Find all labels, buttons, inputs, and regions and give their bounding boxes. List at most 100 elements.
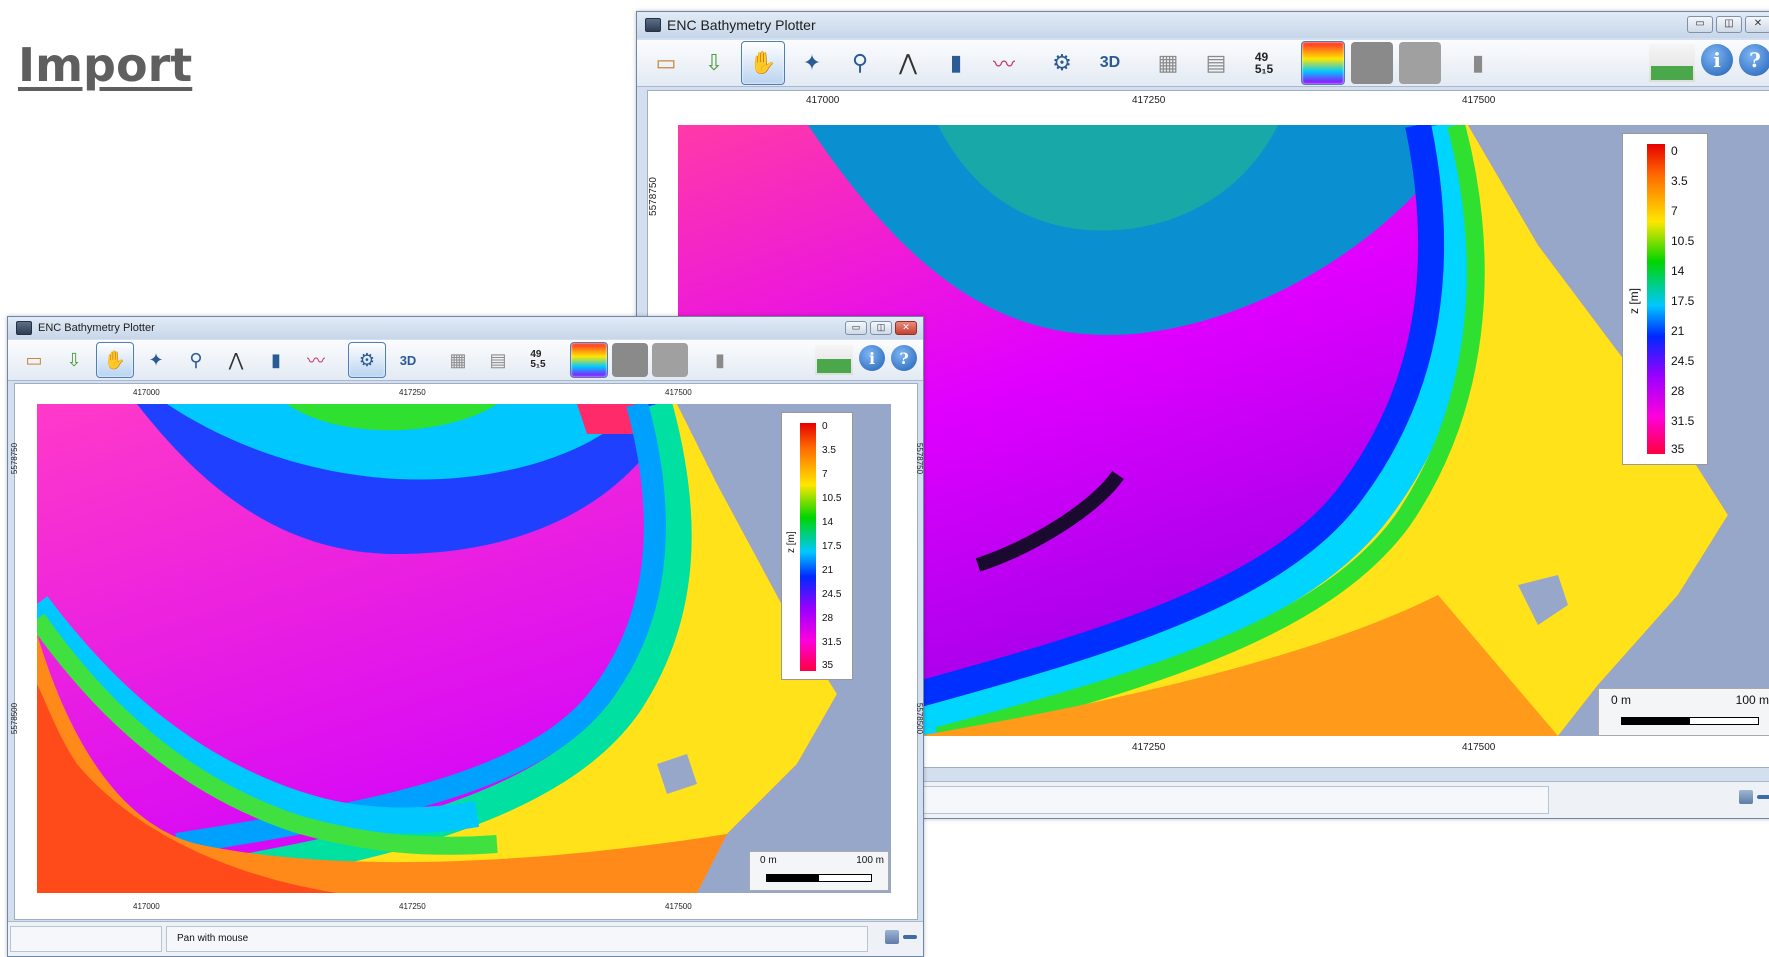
status-line-icon[interactable] (903, 935, 917, 939)
depth-numbers-icon[interactable]: 49 5₁5 (530, 349, 546, 370)
settings-gear-icon[interactable]: ⚙ (1052, 50, 1072, 75)
pan-hand-icon[interactable]: ✋ (741, 41, 785, 85)
status-grid-icon[interactable] (1739, 790, 1753, 804)
texture-icon[interactable] (652, 343, 688, 377)
legend-tick: 10.5 (822, 493, 842, 504)
legend-tick: 35 (1671, 442, 1685, 456)
depth-legend: z [m] 0 3.5 7 10.5 14 17.5 21 24.5 28 31… (1622, 133, 1708, 465)
legend-tick: 24.5 (1671, 354, 1695, 368)
histogram-icon[interactable]: ▮ (271, 349, 281, 370)
shaded-relief-icon[interactable] (612, 343, 648, 377)
legend-tick: 14 (822, 517, 834, 528)
document-layer-icon[interactable]: ▤ (489, 349, 507, 370)
depth-color-bar (1647, 144, 1665, 454)
restore-button[interactable]: ◫ (1716, 16, 1742, 33)
y-tick-left: 5578500 (10, 702, 20, 735)
status-message: Pan with mouse (166, 926, 868, 952)
help-icon[interactable]: ? (891, 345, 917, 371)
legend-tick: 14 (1671, 264, 1685, 278)
help-icon[interactable]: ? (1739, 44, 1769, 76)
legend-tick: 28 (822, 613, 834, 624)
app-icon (645, 18, 661, 32)
bathymetry-raster (678, 125, 1728, 736)
map-frame: 417000 417250 417500 5578750 5578500 557… (10, 383, 923, 920)
shaded-relief-icon[interactable] (1351, 42, 1393, 84)
color-map-icon[interactable] (570, 342, 608, 378)
y-tick-left: 5578750 (647, 177, 659, 216)
info-icon[interactable]: i (1701, 44, 1733, 76)
zoom-wand-icon[interactable]: ✦ (148, 349, 164, 370)
open-folder-icon[interactable]: ▭ (655, 50, 677, 75)
status-line-icon[interactable] (1757, 795, 1769, 799)
x-tick-top: 417250 (1132, 95, 1166, 106)
zoom-magnifier-icon[interactable]: ⚲ (189, 349, 203, 370)
legend-tick: 17.5 (822, 541, 842, 552)
scale-bar-graphic (1621, 717, 1759, 725)
scale-bar: 0 m 100 m (1598, 688, 1769, 736)
legend-tick: 10.5 (1671, 234, 1695, 248)
zoom-wand-icon[interactable]: ✦ (802, 50, 822, 75)
x-tick-top: 417500 (665, 388, 692, 397)
front-plotter-window[interactable]: ENC Bathymetry Plotter ▭ ◫ ✕ ▭ ⇩ ✋ ✦ ⚲ ⋀… (7, 316, 924, 957)
legend-tick: 21 (822, 565, 834, 576)
title-bar[interactable]: ENC Bathymetry Plotter ▭ ◫ ✕ (637, 12, 1769, 38)
open-folder-icon[interactable]: ▭ (25, 349, 43, 370)
status-cell-empty (10, 926, 162, 952)
legend-tick: 3.5 (1671, 174, 1688, 188)
grid-layer-icon[interactable]: ▦ (1157, 50, 1179, 75)
minimize-button[interactable]: ▭ (1687, 16, 1713, 33)
elevation-icon[interactable] (1649, 44, 1695, 82)
profile-icon[interactable]: 〰 (307, 351, 325, 371)
close-button[interactable]: ✕ (895, 321, 917, 335)
app-icon (16, 321, 32, 335)
y-tick-left: 5578750 (10, 442, 20, 475)
title-bar[interactable]: ENC Bathymetry Plotter ▭ ◫ ✕ (8, 317, 923, 339)
restore-button[interactable]: ◫ (870, 321, 892, 335)
depth-legend: z [m] 0 3.5 7 10.5 14 17.5 21 24.5 28 31… (781, 412, 853, 680)
legend-tick: 3.5 (822, 445, 836, 456)
blank-layer-icon[interactable]: ▮ (715, 349, 725, 370)
import-icon[interactable]: ⇩ (66, 349, 82, 370)
grid-layer-icon[interactable]: ▦ (449, 349, 467, 370)
blank-layer-icon[interactable]: ▮ (1471, 50, 1485, 75)
status-grid-icon[interactable] (885, 930, 899, 944)
depth-color-bar (800, 423, 816, 671)
legend-tick: 7 (1671, 204, 1678, 218)
texture-icon[interactable] (1399, 42, 1441, 84)
pan-hand-icon[interactable]: ✋ (96, 342, 134, 378)
elevation-icon[interactable] (815, 345, 853, 375)
minimize-button[interactable]: ▭ (845, 321, 867, 335)
x-tick-bottom: 417500 (1462, 742, 1496, 753)
x-tick-bottom: 417250 (399, 902, 426, 911)
x-tick-top: 417500 (1462, 95, 1496, 106)
settings-gear-icon[interactable]: ⚙ (348, 342, 386, 378)
bathymetry-map[interactable]: z [m] 0 3.5 7 10.5 14 17.5 21 24.5 28 31… (37, 404, 891, 893)
zoom-magnifier-icon[interactable]: ⚲ (851, 50, 869, 75)
measure-compass-icon[interactable]: ⋀ (228, 349, 244, 370)
toolbar: ▭ ⇩ ✋ ✦ ⚲ ⋀ ▮ 〰 ⚙ 3D ▦ ▤ 49 5₁5 ▮ i ? (8, 340, 923, 381)
x-tick-bottom: 417500 (665, 902, 692, 911)
legend-tick: 0 (822, 421, 828, 432)
legend-tick: 7 (822, 469, 828, 480)
y-tick-right: 5578500 (914, 702, 924, 735)
x-tick-top: 417250 (399, 388, 426, 397)
document-layer-icon[interactable]: ▤ (1205, 50, 1227, 75)
depth-numbers-icon[interactable]: 49 5₁5 (1254, 50, 1274, 76)
legend-axis-label: z [m] (1627, 288, 1641, 314)
3d-view-icon[interactable]: 3D (399, 352, 417, 368)
toolbar: ▭ ⇩ ✋ ✦ ⚲ ⋀ ▮ 〰 ⚙ 3D ▦ ▤ 49 5₁5 ▮ i ? (637, 40, 1769, 87)
histogram-icon[interactable]: ▮ (949, 50, 963, 75)
legend-tick: 28 (1671, 384, 1685, 398)
legend-tick: 24.5 (822, 589, 842, 600)
measure-compass-icon[interactable]: ⋀ (898, 50, 918, 75)
import-icon[interactable]: ⇩ (704, 50, 724, 75)
close-button[interactable]: ✕ (1745, 16, 1769, 33)
scale-bar-end: 100 m (1735, 693, 1769, 707)
color-map-icon[interactable] (1301, 41, 1345, 85)
legend-tick: 21 (1671, 324, 1685, 338)
scale-bar-graphic (766, 874, 872, 882)
legend-tick: 31.5 (1671, 414, 1695, 428)
profile-icon[interactable]: 〰 (992, 52, 1015, 77)
3d-view-icon[interactable]: 3D (1099, 54, 1121, 71)
info-icon[interactable]: i (859, 345, 885, 371)
